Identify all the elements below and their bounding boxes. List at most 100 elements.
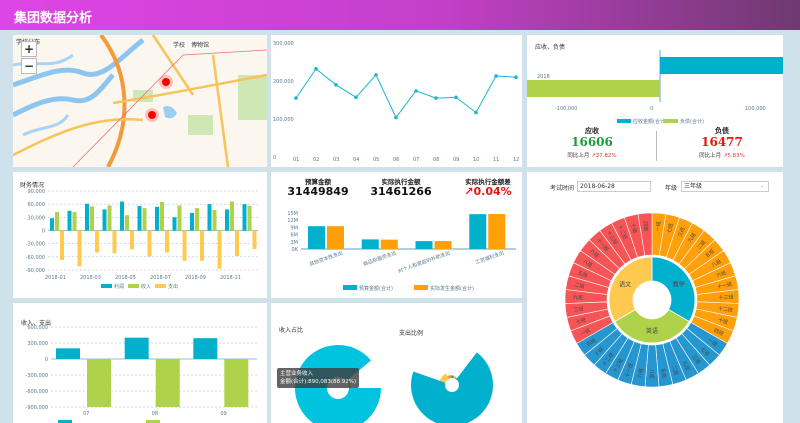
data-point: [474, 110, 478, 115]
class-label: 十班: [717, 316, 729, 326]
bar-支出: [147, 230, 152, 257]
pies-panel: 收入占比 支出比例 主营业务收入 金额(合计):890,083(88.92%): [271, 303, 522, 423]
page-title: 集团数据分析: [14, 11, 93, 26]
x-tick-label: 2018-09: [185, 275, 206, 281]
bar-预算金额(合计): [415, 241, 433, 249]
bar-利润: [155, 206, 159, 231]
bar-支出: [200, 230, 204, 261]
layer-school[interactable]: 学校: [171, 40, 188, 49]
bar-预算金额(合计): [308, 226, 325, 249]
legend-label: 实际发生金额(合计): [430, 285, 474, 292]
bar-预算金额(合计): [469, 214, 487, 249]
bar: [224, 359, 249, 407]
app-header: 集团数据分析: [0, 0, 800, 30]
budget-value: 31449849: [287, 185, 349, 198]
class-label: 四班: [585, 337, 597, 348]
zoom-in-button[interactable]: +: [21, 41, 37, 57]
class-label: 十一班: [717, 281, 733, 291]
bar-利润: [50, 218, 54, 231]
data-point: [334, 83, 338, 87]
kpi-label: 负债: [715, 127, 729, 135]
bar-实际发生金额(合计): [434, 241, 452, 249]
legend-swatch: [414, 285, 428, 290]
x-tick-label: 04: [353, 157, 359, 163]
data-point: [414, 89, 418, 93]
x-tick-label: 2018-11: [220, 275, 241, 281]
class-label: 十班: [593, 346, 605, 358]
expense-pie-slice: [439, 373, 449, 383]
legend-swatch: [664, 119, 678, 123]
x-tick-label: 其他资本性支出: [308, 249, 343, 268]
zoom-out-button[interactable]: −: [21, 58, 37, 74]
x-tick-label: 07: [83, 411, 89, 417]
budget-panel: 预算金额 31449849 实际执行金额 31461266 实际执行金额差 ↗0…: [271, 172, 522, 298]
legend-swatch: [101, 284, 112, 288]
exam-date-input[interactable]: 2018-06-28: [577, 181, 651, 192]
y-tick-label: 3M: [291, 240, 299, 246]
kpi-divider: [656, 131, 657, 161]
expense-pie-slice: [455, 377, 458, 380]
bar-实际发生金额(合计): [380, 239, 398, 249]
class-label: 七班: [575, 316, 587, 326]
bar-收入: [125, 215, 129, 231]
bar: [193, 338, 218, 359]
kpi-change: ↗5.83%: [722, 153, 745, 159]
class-label: 四班: [642, 221, 650, 232]
data-point: [454, 95, 458, 100]
class-label: 三班: [676, 226, 686, 238]
class-label: 七班: [699, 346, 711, 358]
bar: [124, 337, 149, 359]
tooltip-value: 金额(合计):890,083(88.92%): [280, 379, 357, 385]
data-point: [294, 96, 298, 100]
class-label: 十一班: [623, 362, 634, 378]
bar-支出: [77, 230, 82, 267]
map-panel[interactable]: 学校分布 + − 学校 博物馆: [13, 35, 267, 167]
x-tick-label: 2018-01: [45, 275, 66, 281]
x-tick-label: 09: [220, 411, 226, 417]
bar-利润: [207, 204, 212, 231]
finance-chart: 90,000 60,000 30,000 0 -30,000 -60,000 -90,000…: [26, 189, 258, 290]
tooltip-name: 主营业务收入: [280, 371, 314, 377]
y-tick-label: -300,000: [26, 373, 48, 379]
class-label: 一班: [707, 337, 719, 348]
kpi-label: 应收: [585, 127, 599, 135]
subject-label: 语文: [619, 281, 631, 289]
bar-收入: [247, 205, 252, 231]
class-label: 九班: [681, 360, 692, 372]
sunburst-class: [637, 212, 653, 256]
bar-收入: [55, 212, 59, 231]
bar-收入: [212, 209, 217, 231]
class-label: 八班: [582, 258, 594, 269]
bar-支出: [252, 230, 257, 249]
income-ratio-title: 收入占比: [279, 327, 304, 334]
y-tick-label: 6M: [291, 233, 299, 239]
y-tick-label: 0K: [292, 247, 299, 253]
map-canvas[interactable]: [13, 35, 267, 167]
y-tick-label: 2018: [537, 74, 550, 80]
x-tick-label: 02: [313, 157, 319, 163]
class-label: 五班: [704, 248, 716, 260]
sunburst-subject: [651, 256, 696, 323]
y-tick-label: -30,000: [26, 242, 45, 248]
y-tick-label: 600,000: [27, 325, 48, 331]
grade-select[interactable]: 三年级 ⌄: [681, 181, 769, 192]
bar-收入: [177, 205, 182, 231]
kpi-value: 16606: [571, 135, 613, 149]
y-tick-label: -60,000: [26, 255, 45, 261]
map-marker[interactable]: [159, 75, 173, 89]
y-tick-label: 0: [45, 357, 48, 363]
x-tick-label: 2018-03: [80, 275, 101, 281]
receivable-panel: 应收、负债 2018-200,000-100,0000100,000200,00…: [527, 35, 783, 167]
map-marker[interactable]: [145, 108, 159, 122]
class-label: 六班: [636, 368, 645, 379]
bar-支出: [112, 230, 117, 254]
bar-支出: [235, 230, 239, 256]
class-label: 六班: [588, 248, 600, 260]
x-tick-label: 08: [433, 157, 439, 163]
class-label: 二班: [696, 239, 708, 251]
x-tick-label: 对个人和家庭的补助支出: [397, 249, 451, 274]
x-tick-label: 03: [333, 157, 339, 163]
bar-支出: [165, 230, 169, 253]
layer-museum[interactable]: 博物馆: [189, 40, 212, 49]
